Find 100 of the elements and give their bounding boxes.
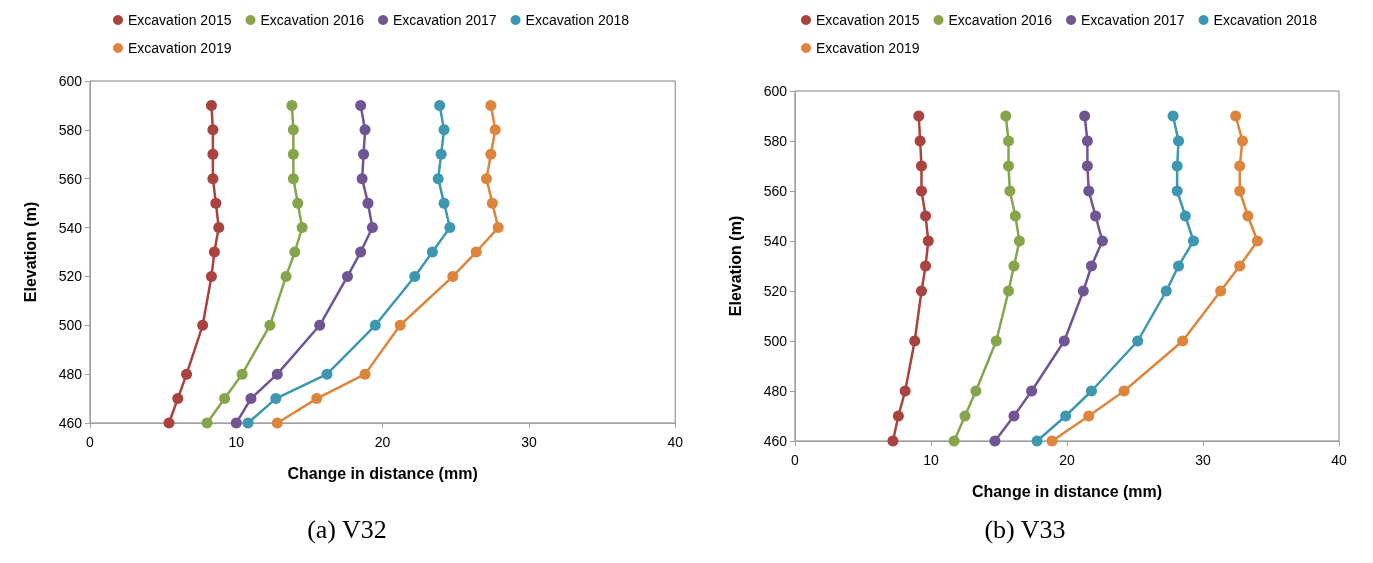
point [236,368,248,380]
point [342,270,353,282]
point [492,222,504,234]
point [915,185,927,197]
point [447,270,459,282]
point [1242,210,1254,222]
point [1003,160,1015,172]
point [1090,210,1102,222]
y-tick-label: 460 [58,415,83,431]
point [1079,110,1091,122]
point [355,99,367,111]
x-axis-title: Change in distance (mm) [287,464,478,482]
point [409,270,421,282]
point [1215,285,1227,297]
x-tick-label: 0 [86,434,95,450]
point [959,410,971,422]
legend-label: Excavation 2017 [1081,12,1185,28]
point [1013,235,1025,247]
legend-label: Excavation 2015 [128,12,232,28]
point [1251,235,1263,247]
point [1171,160,1183,172]
point [292,197,304,209]
point [480,173,492,185]
point [970,385,982,397]
point [1004,185,1016,197]
legend-label: Excavation 2016 [260,12,365,28]
point [394,319,406,331]
point [438,197,450,209]
point [435,148,447,160]
point [1234,185,1246,197]
legend-label: Excavation 2019 [128,40,232,56]
point [210,197,222,209]
y-tick-label: 520 [58,268,83,285]
point [1008,410,1020,422]
legend-label: Excavation 2018 [525,12,630,28]
point [1234,260,1246,272]
point [444,222,456,234]
point [1081,160,1093,172]
point [899,385,911,397]
legend-label: Excavation 2018 [1213,12,1318,28]
y-tick-label: 560 [763,183,788,199]
point [369,319,381,331]
point [1179,210,1191,222]
y-tick-label: 600 [58,73,83,89]
point [485,148,497,160]
point [914,135,926,147]
x-tick-label: 20 [374,434,391,450]
point [201,417,213,429]
x-tick-label: 0 [791,452,800,468]
x-tick-label: 20 [1059,452,1075,468]
legend-label: Excavation 2016 [948,12,1053,28]
x-tick-label: 10 [228,434,245,450]
y-tick-label: 600 [763,83,788,99]
y-tick-label: 500 [58,317,83,334]
point [205,99,217,111]
point [286,99,298,111]
point [892,410,904,422]
y-tick-label: 540 [763,233,788,249]
point [489,124,501,136]
point [989,435,1001,447]
point [207,173,219,185]
legend-label: Excavation 2015 [816,12,920,28]
point [1085,385,1097,397]
point [1096,235,1108,247]
point [1083,410,1095,422]
point [207,148,219,160]
point [434,99,446,111]
point [1236,135,1248,147]
point [1160,285,1172,297]
y-tick-label: 480 [763,383,788,399]
point [915,285,927,297]
point [311,393,323,405]
y-tick-label: 520 [763,283,788,299]
point [1132,335,1144,347]
point [1058,335,1070,347]
point [913,110,925,122]
point [296,222,308,234]
point [321,368,333,380]
point [355,246,367,258]
point [1060,410,1072,422]
y-axis-title: Elevation (m) [21,201,39,303]
x-tick-label: 40 [667,434,684,450]
point [1173,135,1185,147]
point [366,222,378,234]
y-tick-label: 580 [58,121,83,138]
point [1118,385,1130,397]
point [920,260,932,272]
point [485,99,497,111]
point [1008,260,1020,272]
point [314,319,326,331]
point [1085,260,1097,272]
point [486,197,498,209]
point [287,173,299,185]
point [1234,160,1246,172]
point [271,417,283,429]
point [287,148,299,160]
point [359,368,371,380]
point [1083,185,1095,197]
point [362,197,374,209]
legend-label: Excavation 2017 [393,12,497,28]
